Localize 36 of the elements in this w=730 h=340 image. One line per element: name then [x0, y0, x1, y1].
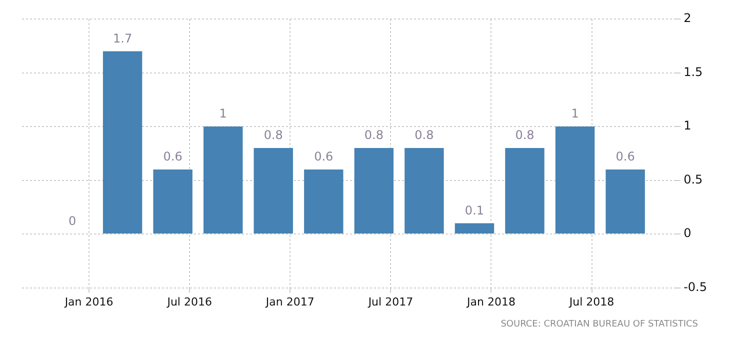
bar [606, 170, 645, 234]
data-label: 0.6 [616, 150, 635, 164]
data-label: 0.8 [364, 128, 384, 142]
source-note: SOURCE: CROATIAN BUREAU OF STATISTICS [500, 319, 698, 330]
y-tick-label: 1.5 [684, 64, 703, 79]
y-tick-label: 1 [684, 118, 692, 133]
data-label: 0.8 [515, 128, 534, 142]
bar [153, 170, 192, 234]
bar [505, 148, 544, 234]
bar [404, 148, 444, 234]
bar [555, 126, 595, 234]
bar [254, 148, 293, 234]
data-label: 1 [571, 106, 579, 121]
bar [203, 126, 243, 234]
data-label: 0.6 [163, 150, 182, 164]
y-tick-label: -0.5 [684, 280, 708, 294]
data-label: 1 [219, 106, 227, 121]
data-label: 0 [68, 214, 76, 228]
bar [102, 51, 142, 234]
bar [454, 223, 494, 234]
x-tick-label: Jan 2017 [264, 295, 314, 308]
x-tick-label: Jan 2018 [466, 295, 516, 308]
x-tick-label: Jul 2016 [166, 295, 212, 308]
x-tick-label: Jan 2016 [64, 295, 114, 308]
y-tick-label: 2 [684, 11, 692, 26]
bar [304, 170, 344, 234]
bar [354, 148, 394, 234]
data-label: 0.6 [314, 150, 334, 164]
x-tick-label: Jul 2017 [367, 295, 414, 308]
y-tick-label: 0 [684, 226, 692, 240]
y-tick-label: 0.5 [684, 172, 703, 186]
x-tick-label: Jul 2018 [568, 295, 614, 308]
data-label: 0.8 [264, 128, 283, 142]
data-label: 0.8 [414, 128, 434, 142]
data-label: 0.1 [464, 203, 484, 218]
data-label: 1.7 [113, 31, 132, 46]
